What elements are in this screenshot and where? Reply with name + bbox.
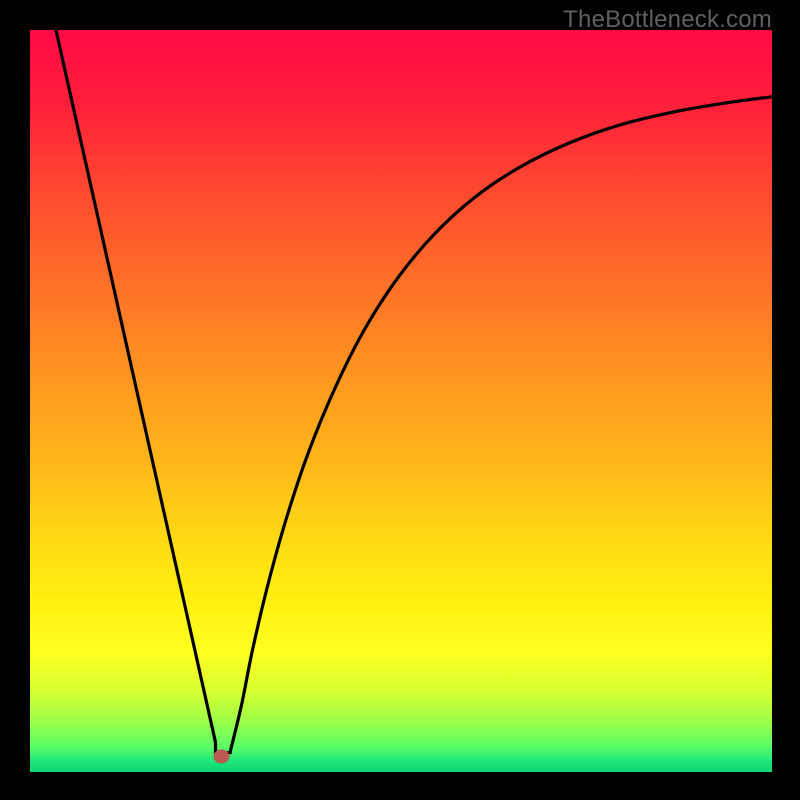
chart-overlay xyxy=(30,30,772,772)
plot-area xyxy=(30,30,772,772)
minimum-marker xyxy=(213,749,229,763)
curve xyxy=(56,30,772,753)
stage: TheBottleneck.com xyxy=(0,0,800,800)
watermark-text: TheBottleneck.com xyxy=(563,6,772,34)
